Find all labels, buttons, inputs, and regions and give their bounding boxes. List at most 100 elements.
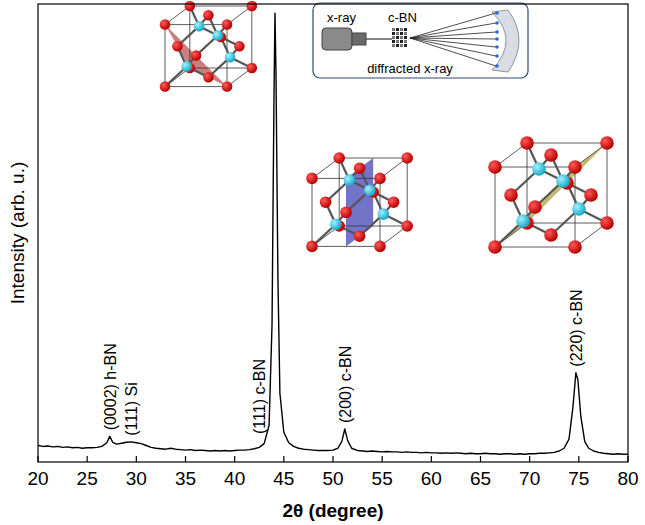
- lattice-plane: [346, 158, 373, 246]
- beam: [366, 38, 392, 39]
- cell-edge: [312, 246, 380, 247]
- x-tick: [234, 456, 235, 462]
- atom: [488, 160, 502, 174]
- peak-label: (111) c-BN: [251, 359, 268, 434]
- x-tick: [431, 456, 432, 462]
- cell-edge: [407, 158, 408, 226]
- atom: [247, 1, 258, 12]
- atom: [160, 81, 171, 92]
- xray-tube: [322, 28, 352, 50]
- crystal-inset: [160, 1, 257, 92]
- cell-edge: [527, 143, 528, 223]
- x-tick: [87, 456, 88, 462]
- sample: [396, 44, 399, 47]
- sample: [404, 44, 407, 47]
- atom: [222, 19, 233, 30]
- x-tick-label: 70: [519, 468, 540, 489]
- x-tick: [136, 456, 137, 462]
- diffracted-beam: [410, 23, 496, 38]
- atom: [528, 200, 542, 214]
- atom: [532, 162, 546, 176]
- inset-label: c-BN: [388, 10, 417, 25]
- diffracted-beam: [410, 38, 496, 39]
- sample: [400, 28, 403, 31]
- atom: [516, 214, 530, 228]
- atom: [225, 52, 236, 63]
- sample: [404, 32, 407, 35]
- sample: [396, 36, 399, 39]
- spot: [495, 30, 499, 34]
- inset-frame: [313, 3, 528, 78]
- cell-edge: [189, 6, 190, 68]
- x-tick: [37, 456, 38, 462]
- cell-edge: [165, 86, 227, 87]
- sample: [400, 36, 403, 39]
- atom: [568, 240, 582, 254]
- atom: [374, 173, 386, 185]
- atom: [388, 196, 400, 208]
- atom: [556, 174, 570, 188]
- atom: [160, 19, 171, 30]
- x-tick-label: 45: [273, 468, 294, 489]
- atom: [544, 148, 558, 162]
- x-tick: [480, 456, 481, 462]
- atom: [222, 81, 233, 92]
- x-tick-label: 75: [568, 468, 589, 489]
- atom: [600, 136, 614, 150]
- cell-edge: [339, 226, 407, 227]
- peak-label: (0002) h-BN: [102, 343, 119, 430]
- atom: [354, 230, 366, 242]
- xray-inset: x-rayc-BNdiffracted x-ray: [313, 3, 528, 78]
- sample: [404, 36, 407, 39]
- x-tick: [529, 456, 530, 462]
- atom: [401, 152, 413, 164]
- atom: [247, 63, 258, 74]
- x-tick-label: 40: [224, 468, 245, 489]
- x-tick: [332, 456, 333, 462]
- x-tick-label: 50: [322, 468, 343, 489]
- sample: [392, 36, 395, 39]
- x-tick-label: 25: [77, 468, 98, 489]
- atom: [185, 1, 196, 12]
- atom: [520, 136, 534, 150]
- spot: [495, 37, 499, 41]
- inset-label: x-ray: [327, 10, 356, 25]
- spot: [495, 54, 499, 58]
- cell-edge: [312, 178, 313, 246]
- cell-edge: [190, 68, 252, 69]
- peak-label: (220) c-BN: [568, 289, 585, 366]
- atom: [191, 50, 202, 61]
- crystal-inset: [306, 152, 413, 252]
- atom: [344, 174, 356, 186]
- atom: [364, 185, 376, 197]
- collimator: [352, 33, 366, 45]
- atom: [488, 240, 502, 254]
- x-tick: [185, 456, 186, 462]
- peak-label: (111) Si: [123, 382, 140, 436]
- atom: [504, 188, 518, 202]
- xrd-line: [38, 13, 628, 454]
- spot: [495, 11, 499, 15]
- cell-edge: [527, 223, 607, 224]
- spot: [495, 45, 499, 49]
- x-tick: [578, 456, 579, 462]
- atom: [172, 41, 183, 52]
- atom: [340, 207, 352, 219]
- cell-edge: [527, 143, 607, 144]
- diffracted-beam: [410, 13, 496, 38]
- cell-edge: [495, 247, 575, 248]
- peak-label: (200) c-BN: [337, 346, 354, 423]
- spot: [495, 64, 499, 68]
- x-tick-label: 20: [27, 468, 48, 489]
- sample: [404, 40, 407, 43]
- atom: [194, 21, 205, 32]
- atom: [584, 188, 598, 202]
- lattice-plane: [495, 143, 607, 247]
- cell-edge: [607, 143, 608, 223]
- x-axis-title: 2θ (degree): [282, 500, 383, 521]
- cell-edge: [339, 158, 407, 159]
- sample: [396, 40, 399, 43]
- cell-edge: [165, 25, 166, 87]
- atom: [181, 61, 192, 72]
- sample: [396, 28, 399, 31]
